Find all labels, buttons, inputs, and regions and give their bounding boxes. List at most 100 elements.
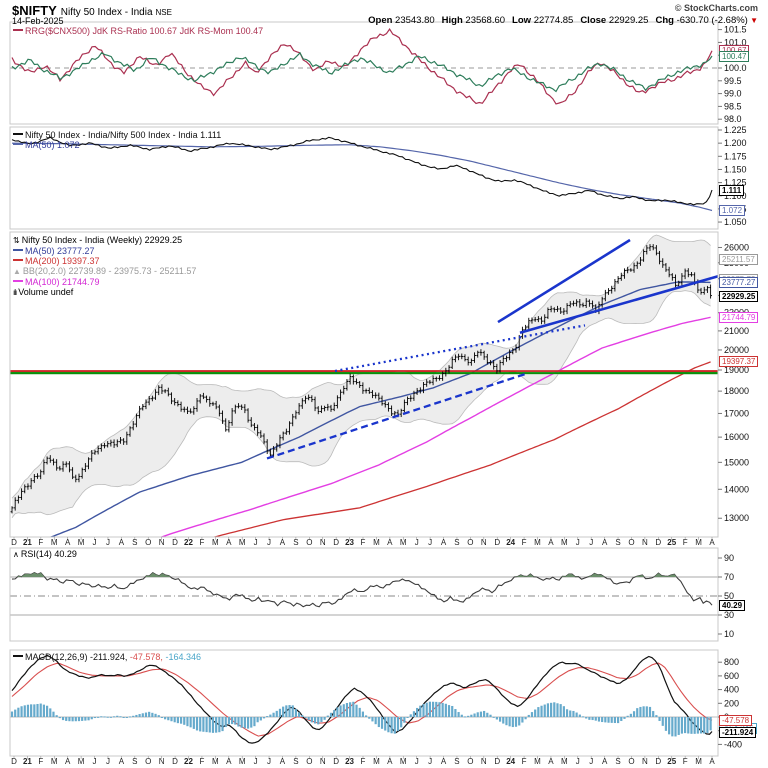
ohlc-row: Open 23543.80 High 23568.60 Low 22774.85 Cl…	[361, 15, 758, 26]
end-value-label: 21744.79	[719, 311, 759, 323]
x-axis-month-label: A	[65, 757, 71, 766]
y-axis-tick-label: 15000	[724, 457, 749, 467]
y-axis-tick-label: 1.225	[724, 125, 747, 135]
x-axis-month-label: M	[534, 757, 541, 766]
y-axis-tick-label: 20000	[724, 345, 749, 355]
x-axis-month-label: A	[548, 757, 554, 766]
x-axis-month-label: N	[320, 757, 326, 766]
macd-legend-signal: -47.578,	[129, 652, 163, 662]
x-axis-month-label: N	[481, 757, 487, 766]
ohlc-label: Close	[580, 15, 609, 26]
x-axis-month-label: N	[159, 757, 165, 766]
rrg-legend-text: RRG($CNX500) JdK RS-Ratio 100.67 JdK RS-…	[25, 26, 264, 36]
x-axis-month-label: A	[280, 538, 286, 547]
band-area-icon: ▲	[13, 267, 21, 276]
x-axis-month-label: A	[441, 757, 447, 766]
y-axis-tick-label: 90	[724, 553, 734, 563]
x-axis-month-label: F	[522, 538, 527, 547]
y-axis-tick-label: 101.5	[724, 25, 747, 35]
candlestick-icon: ⇅	[13, 236, 20, 245]
x-axis-month-label: A	[709, 757, 715, 766]
x-axis-month-label: J	[415, 538, 419, 547]
price-legend-title: Nifty 50 Index - India (Weekly) 22929.25	[21, 235, 183, 245]
y-axis-tick-label: 26000	[724, 242, 749, 252]
x-axis-month-label: A	[602, 757, 608, 766]
x-axis-month-label: 24	[506, 757, 515, 766]
rrg-plot	[10, 28, 718, 105]
x-axis-month-label: A	[280, 757, 286, 766]
ohlc-value: 23568.60	[465, 15, 506, 26]
y-axis-tick-label: 600	[724, 671, 739, 681]
x-axis-month-label: A	[387, 538, 393, 547]
x-axis-month-label: J	[576, 757, 580, 766]
end-value-label: 19397.37	[719, 356, 759, 368]
x-axis-month-label: J	[254, 757, 258, 766]
ma200-legend: MA(200) 19397.37	[25, 256, 100, 266]
ohlc-label: Low	[512, 15, 534, 26]
x-axis-month-label: F	[361, 538, 366, 547]
x-axis-month-label: O	[628, 757, 634, 766]
x-axis-month-label: O	[306, 538, 312, 547]
exchange: NSE	[155, 8, 172, 17]
y-axis-tick-label: 98.5	[724, 101, 742, 111]
line-swatch-icon	[13, 133, 23, 135]
macd-legend-main: MACD(12,26,9) -211.924,	[25, 652, 128, 662]
axes: 101.5101.0100.5100.099.599.098.598.01.22…	[9, 21, 749, 766]
chart-header: $NIFTY Nifty 50 Index - India NSE	[12, 2, 172, 20]
ratio-legend: Nifty 50 Index - India/Nifty 500 Index -…	[13, 130, 221, 150]
x-axis-month-label: J	[576, 538, 580, 547]
moving-averages	[49, 281, 711, 537]
y-axis-tick-label: 1.175	[724, 151, 747, 161]
y-axis-tick-label: 400	[724, 685, 739, 695]
y-axis-tick-label: 1.100	[724, 191, 747, 201]
x-axis-month-label: J	[254, 538, 258, 547]
x-axis-month-label: D	[655, 538, 661, 547]
y-axis-tick-label: 98.0	[724, 114, 742, 124]
y-axis-tick-label: 200	[724, 698, 739, 708]
ma50-legend: MA(50) 23777.27	[25, 246, 95, 256]
x-axis-month-label: J	[106, 757, 110, 766]
ohlc-value: 23543.80	[395, 15, 435, 26]
y-axis-tick-label: 18000	[724, 386, 749, 396]
x-axis-month-label: D	[11, 538, 17, 547]
y-axis-tick-label: 100.0	[724, 63, 747, 73]
weekly-candles	[10, 244, 713, 514]
x-axis-month-label: S	[132, 757, 137, 766]
y-axis-tick-label: 17000	[724, 408, 749, 418]
ohlc-value: 22929.25	[608, 15, 649, 26]
x-axis-month-label: D	[333, 757, 339, 766]
x-axis-month-label: M	[239, 538, 246, 547]
x-axis-month-label: J	[589, 757, 593, 766]
x-axis-month-label: O	[306, 757, 312, 766]
rsi-plot	[10, 571, 718, 616]
x-axis-month-label: F	[199, 538, 204, 547]
line-swatch-icon	[13, 655, 23, 657]
x-axis-month-label: 21	[23, 757, 32, 766]
x-axis-month-label: J	[267, 757, 271, 766]
y-axis-tick-label: 13000	[724, 513, 749, 523]
ratio-legend-text: Nifty 50 Index - India/Nifty 500 Index -…	[25, 130, 222, 140]
ohlc-value: -630.70 (-2.68%)	[676, 15, 748, 26]
x-axis-month-label: D	[494, 757, 500, 766]
y-axis-tick-label: 101.0	[724, 37, 747, 47]
x-axis-month-label: 23	[345, 538, 354, 547]
macd-plot	[10, 654, 718, 744]
x-axis-month-label: F	[199, 757, 204, 766]
x-axis-month-label: A	[709, 538, 715, 547]
horizontal-support-lines	[10, 370, 718, 375]
ohlc-label: Open	[368, 15, 396, 26]
x-axis-month-label: M	[373, 757, 380, 766]
x-axis-month-label: O	[467, 538, 473, 547]
x-axis-month-label: D	[655, 757, 661, 766]
x-axis-month-label: F	[683, 757, 688, 766]
x-axis-month-label: N	[320, 538, 326, 547]
x-axis-month-label: J	[93, 757, 97, 766]
x-axis-month-label: M	[51, 538, 58, 547]
x-axis-month-label: J	[589, 538, 593, 547]
x-axis-month-label: N	[642, 538, 648, 547]
x-axis-month-label: D	[172, 538, 178, 547]
ma100-legend: MA(100) 21744.79	[25, 277, 100, 287]
x-axis-month-label: O	[467, 757, 473, 766]
x-axis-month-label: S	[615, 538, 620, 547]
